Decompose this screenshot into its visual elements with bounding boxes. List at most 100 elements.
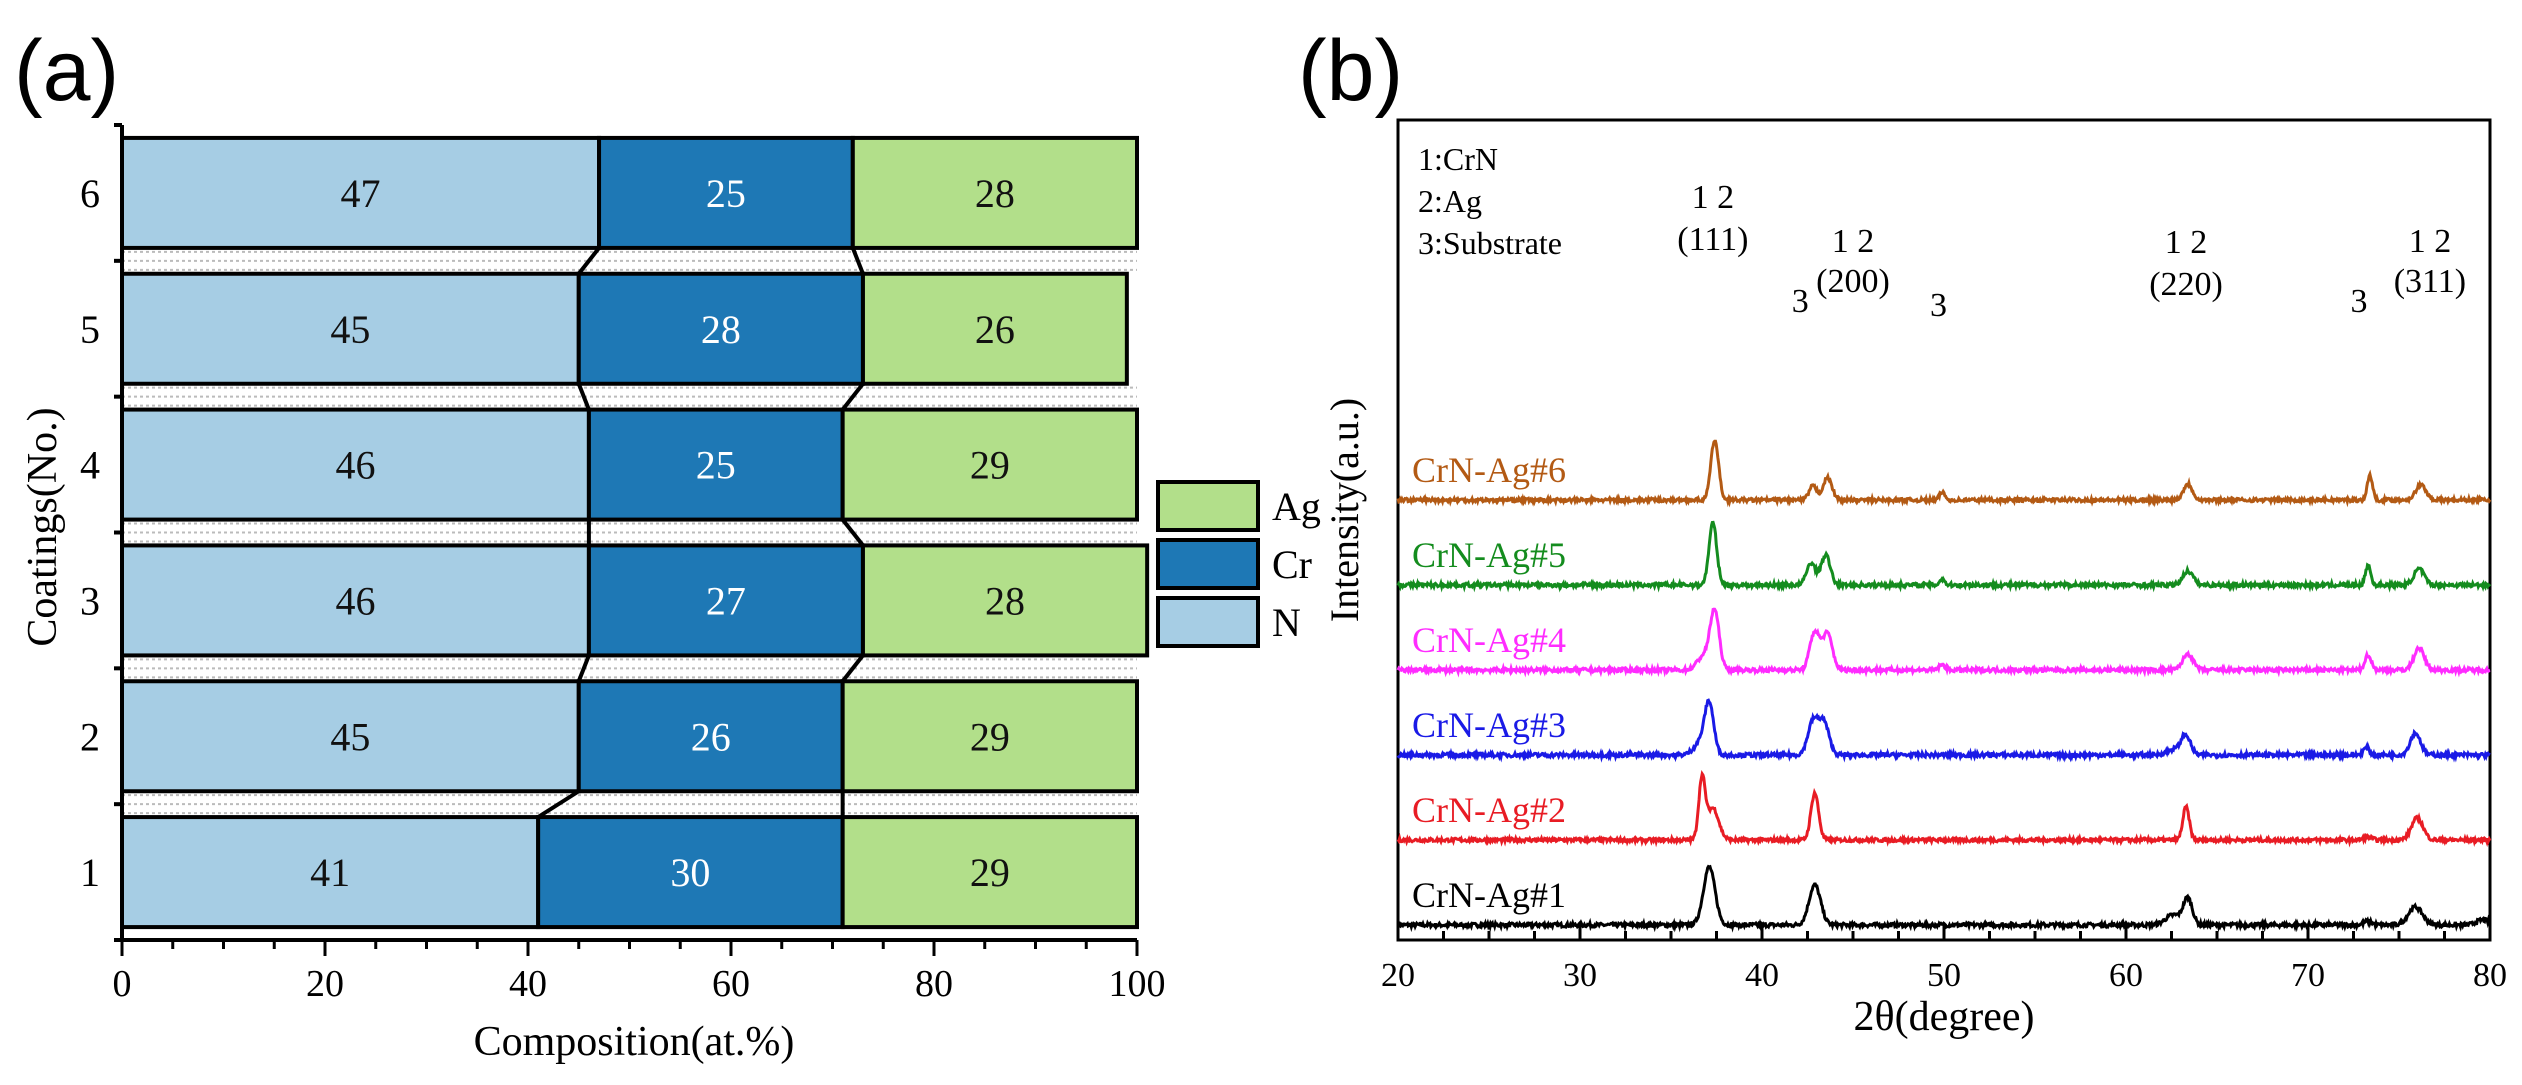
peak-annotation-index: 1 2 bbox=[1832, 223, 1875, 260]
b-x-tick-label: 60 bbox=[2109, 957, 2143, 994]
a-y-axis-title: Coatings(No.) bbox=[20, 407, 66, 646]
panel-a-label: (a) bbox=[14, 23, 119, 119]
x-tick-label: 40 bbox=[509, 963, 547, 1005]
peak-annotation-index: 1 2 bbox=[2165, 224, 2208, 261]
segment-connector bbox=[841, 382, 865, 411]
series-label: CrN-Ag#6 bbox=[1412, 450, 1566, 490]
bar-segment-n bbox=[120, 407, 591, 522]
bar-value-label: 29 bbox=[970, 714, 1010, 759]
xrd-pattern-line bbox=[1396, 607, 2491, 678]
x-tick-label: 80 bbox=[915, 963, 953, 1005]
peak-annotation-hkl: (111) bbox=[1677, 221, 1748, 258]
y-tick-label: 4 bbox=[80, 443, 100, 488]
peak-annotation-hkl: (311) bbox=[2394, 263, 2466, 300]
b-x-tick-label: 20 bbox=[1381, 957, 1415, 994]
bar-value-label: 45 bbox=[330, 714, 370, 759]
bar-segment-ag bbox=[840, 815, 1140, 930]
bar-value-label: 30 bbox=[670, 850, 710, 895]
xrd-pattern-line bbox=[1396, 698, 2491, 763]
bar-segment-cr bbox=[597, 135, 855, 250]
bar-value-label: 26 bbox=[975, 307, 1015, 352]
peak-annotation-hkl: (220) bbox=[2149, 266, 2223, 303]
y-tick-label: 6 bbox=[80, 171, 100, 216]
substrate-peak-marker: 3 bbox=[2350, 283, 2367, 320]
segment-connector bbox=[841, 654, 865, 683]
xrd-pattern-line bbox=[1396, 770, 2492, 848]
bar-value-label: 29 bbox=[970, 443, 1010, 488]
legend-swatch-cr bbox=[1156, 538, 1260, 590]
legend-label: Ag bbox=[1272, 484, 1321, 529]
x-tick-label: 20 bbox=[306, 963, 344, 1005]
xrd-pattern-line bbox=[1396, 520, 2492, 593]
bar-segment-n bbox=[120, 271, 581, 386]
legend-label: N bbox=[1272, 600, 1301, 645]
series-labels: CrN-Ag#1 CrN-Ag#2 CrN-Ag#3 CrN-Ag#4 CrN-Ag#5… bbox=[1412, 450, 1566, 915]
bar-value-label: 29 bbox=[970, 850, 1010, 895]
bar-value-label: 25 bbox=[706, 171, 746, 216]
bar-value-label: 47 bbox=[341, 171, 381, 216]
legend-label: Cr bbox=[1272, 542, 1312, 587]
b-y-axis-title: Intensity(a.u.) bbox=[1322, 398, 1367, 622]
x-tick-label: 100 bbox=[1109, 963, 1166, 1005]
xrd-patterns bbox=[1396, 439, 2492, 933]
legend-swatch-n bbox=[1156, 596, 1260, 648]
series-label: CrN-Ag#1 bbox=[1412, 875, 1566, 915]
bar-value-label: 28 bbox=[701, 307, 741, 352]
peak-annotation-index: 1 2 bbox=[1692, 179, 1735, 216]
y-tick-label: 3 bbox=[80, 578, 100, 623]
b-x-axis-title: 2θ(degree) bbox=[1853, 994, 2034, 1040]
peak-annotation-index: 1 2 bbox=[2409, 223, 2452, 260]
bar-segment-n bbox=[120, 679, 581, 794]
series-label: CrN-Ag#5 bbox=[1412, 535, 1566, 575]
bar-segment-ag bbox=[850, 135, 1139, 250]
phase-key-entry: 1:CrN bbox=[1418, 141, 1498, 177]
xrd-pattern-line bbox=[1396, 864, 2491, 933]
phase-key-entry: 3:Substrate bbox=[1418, 225, 1562, 261]
bar-value-label: 45 bbox=[330, 307, 370, 352]
phase-key-entry: 2:Ag bbox=[1418, 183, 1482, 219]
b-x-tick-label: 80 bbox=[2473, 957, 2507, 994]
bar-value-label: 46 bbox=[335, 443, 375, 488]
bar-value-label: 28 bbox=[985, 578, 1025, 623]
a-legend: Ag Cr N bbox=[1156, 480, 1321, 648]
b-axes: 20 30 40 50 60 70 80 bbox=[1381, 924, 2507, 994]
bar-value-label: 27 bbox=[706, 578, 746, 623]
bar-segment-ag bbox=[860, 271, 1129, 386]
segment-connector bbox=[576, 383, 591, 411]
bar-value-label: 41 bbox=[310, 850, 350, 895]
b-x-tick-label: 50 bbox=[1927, 957, 1961, 994]
bar-segment-ag bbox=[860, 543, 1150, 658]
bar-segment-cr bbox=[576, 271, 865, 386]
series-label: CrN-Ag#2 bbox=[1412, 790, 1566, 830]
b-x-tick-label: 70 bbox=[2291, 957, 2325, 994]
a-x-axis-title: Composition(at.%) bbox=[474, 1019, 795, 1065]
bar-segment-n bbox=[120, 135, 602, 250]
bar-segment-ag bbox=[840, 407, 1140, 522]
x-tick-label: 60 bbox=[712, 963, 750, 1005]
peak-annotation-hkl: (200) bbox=[1816, 263, 1890, 300]
segment-connector bbox=[537, 789, 580, 819]
substrate-peak-marker: 3 bbox=[1792, 283, 1809, 320]
substrate-peak-marker: 3 bbox=[1930, 287, 1947, 324]
b-x-tick-label: 30 bbox=[1563, 957, 1597, 994]
x-tick-label: 0 bbox=[113, 963, 132, 1005]
panel-b: (b) 20 30 40 50 60 70 80 CrN-Ag#1CrN-Ag#2CrN-A… bbox=[1298, 23, 2507, 1040]
bar-value-label: 26 bbox=[691, 714, 731, 759]
bar-segment-ag bbox=[840, 679, 1140, 794]
segment-connector bbox=[577, 246, 601, 275]
peak-annotations: 1 2(111) 1 2(200)1 2(220)1 2(311)3 3 3 bbox=[1677, 179, 2466, 324]
bar-segment-n bbox=[120, 815, 541, 930]
bar-value-label: 46 bbox=[335, 578, 375, 623]
segment-connector bbox=[576, 654, 591, 682]
phase-key: 1:CrN 2:Ag 3:Substrate bbox=[1418, 141, 1562, 261]
segment-connector bbox=[841, 518, 865, 547]
panel-b-label: (b) bbox=[1298, 23, 1403, 119]
series-label: CrN-Ag#3 bbox=[1412, 705, 1566, 745]
bar-value-label: 28 bbox=[975, 171, 1015, 216]
bar-segment-cr bbox=[586, 407, 845, 522]
y-tick-label: 2 bbox=[80, 714, 100, 759]
bar-segment-cr bbox=[576, 679, 845, 794]
y-tick-label: 5 bbox=[80, 307, 100, 352]
